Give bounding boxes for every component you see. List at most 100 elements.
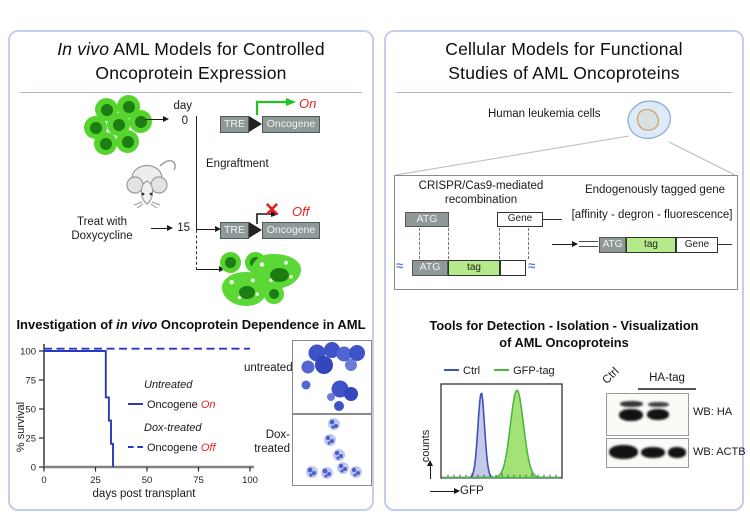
leukemia-cell-icon <box>627 100 672 140</box>
left-panel-title-line2: Oncoprotein Expression <box>95 63 287 83</box>
svg-text:75: 75 <box>25 375 36 386</box>
homology-box-donor <box>500 260 526 276</box>
svg-text:0: 0 <box>31 462 36 473</box>
survival-chart-svg: 0 25 50 75 100 0 25 50 75 100 <box>20 344 258 486</box>
crispr-heading-line1: CRISPR/Cas9-mediated <box>418 180 544 192</box>
flow-histogram-svg <box>440 383 563 479</box>
oncogene-off-state: Off <box>292 204 310 219</box>
gene-line <box>718 244 732 246</box>
oncogene-on-state: On <box>299 96 317 111</box>
legend-group2-name: Dox-treated <box>144 422 202 434</box>
micrograph-bottom-label-line2: treated <box>254 443 290 455</box>
atg-box-result: ATG <box>599 237 626 253</box>
svg-text:25: 25 <box>25 433 36 444</box>
svg-text:50: 50 <box>25 404 36 415</box>
treat-label-line2: Doxycycline <box>71 230 133 242</box>
treat-label: Treat with Doxycycline <box>56 215 148 243</box>
engraftment-label: Engraftment <box>206 158 269 170</box>
svg-text:0: 0 <box>41 475 46 486</box>
human-leukemia-cells-label: Human leukemia cells <box>488 108 601 120</box>
tools-title-line2: of AML Oncoproteins <box>499 335 629 350</box>
timeline-to-construct-arrow <box>197 224 221 233</box>
svg-text:100: 100 <box>242 475 258 486</box>
tools-title-line1: Tools for Detection - Isolation - Visual… <box>429 318 699 333</box>
ha-tag-underline <box>638 388 696 390</box>
atg-box-donor: ATG <box>412 260 448 276</box>
left-panel-title-line1: In vivo AML Models for Controlled <box>10 39 372 60</box>
timeline-line <box>196 116 197 230</box>
legend-group2-state: Off <box>200 442 216 454</box>
micrograph-bottom-label-line1: Dox- <box>265 429 290 441</box>
tre-box-on: TRE <box>220 116 249 133</box>
micrograph-untreated-image <box>292 340 372 414</box>
tag-box-donor: tag <box>448 260 500 276</box>
svg-text:100: 100 <box>20 346 36 357</box>
legend-group1-name: Untreated <box>144 379 193 391</box>
section-title-post: Oncoprotein Dependence in AML <box>157 317 366 332</box>
legend-group1-row: Oncogene On <box>128 399 216 411</box>
survival-section-title: Investigation of in vivo Oncoprotein Dep… <box>10 317 372 332</box>
promoter-triangle-icon <box>249 116 262 132</box>
legend-group1-pre: Oncogene <box>147 399 201 411</box>
oncogene-box-off: Oncogene <box>262 222 320 239</box>
wb-ha-label: WB: HA <box>693 406 733 418</box>
svg-text:50: 50 <box>142 475 153 486</box>
recombination-dashed-line <box>528 228 529 259</box>
micrograph-top-label: untreated <box>244 362 293 374</box>
gfp-line-swatch-icon <box>494 369 510 371</box>
recombination-result-arrow <box>552 239 578 248</box>
flow-legend-gfp-tag: GFP-tag <box>513 365 555 377</box>
blot-lane-ha-tag-label: HA-tag <box>649 372 685 384</box>
blot-lane-ctrl-label: Ctrl <box>600 365 622 387</box>
gene-box-result: Gene <box>676 237 718 253</box>
wb-actb-label: WB: ACTB <box>693 446 746 458</box>
zoom-callout-lines <box>395 135 736 176</box>
left-title-divider <box>20 92 362 93</box>
right-panel-title-line1: Cellular Models for Functional <box>445 39 683 59</box>
on-arrow-icon <box>255 98 296 115</box>
atg-box-genomic: ATG <box>405 212 449 227</box>
right-panel: Cellular Models for Functional Studies o… <box>384 30 746 511</box>
legend-group2-pre: Oncogene <box>147 442 201 454</box>
dna-squiggle-icon: ≈ <box>528 258 536 273</box>
svg-text:25: 25 <box>90 475 101 486</box>
gfp-axis-arrow <box>430 486 460 495</box>
counts-axis-arrow <box>425 460 434 479</box>
day-label: day <box>173 100 192 112</box>
flow-legend: Ctrl GFP-tag <box>444 365 555 377</box>
promoter-triangle-icon <box>249 222 262 238</box>
right-title-divider <box>396 92 732 93</box>
recombination-dashed-line <box>448 228 449 259</box>
tag-box-result: tag <box>626 237 676 253</box>
left-panel: In vivo AML Models for Controlled Oncopr… <box>8 30 374 511</box>
recombination-dashed-line <box>499 228 500 259</box>
red-cross-icon: ✕ <box>264 200 280 221</box>
treat-label-line1: Treat with <box>76 216 128 228</box>
svg-text:75: 75 <box>193 475 204 486</box>
dashed-line-swatch-icon <box>128 446 143 448</box>
wb-ha-blot-image <box>606 393 689 436</box>
result-heading: Endogenously tagged gene <box>584 184 726 196</box>
title-rest-part: AML Models for Controlled <box>109 39 325 59</box>
solid-line-swatch-icon <box>128 403 143 405</box>
legend-group1-state: On <box>200 399 216 411</box>
survival-x-axis-label: days post transplant <box>92 488 196 500</box>
mouse-icon <box>126 159 176 209</box>
result-subheading: [affinity - degron - fluorescence] <box>571 209 733 221</box>
tre-box-off: TRE <box>220 222 249 239</box>
dna-squiggle-icon: ≈ <box>396 258 404 273</box>
section-title-pre: Investigation of <box>16 317 117 332</box>
gene-line <box>543 219 562 221</box>
ctrl-line-swatch-icon <box>444 369 459 371</box>
recombination-dashed-line <box>419 228 420 259</box>
title-italic-part: In vivo <box>57 39 110 59</box>
micrograph-bottom-label: Dox- treated <box>244 428 290 456</box>
treat-arrow <box>151 223 173 232</box>
crispr-heading-line2: recombination <box>444 193 518 206</box>
gene-box-genomic: Gene <box>497 212 543 227</box>
cells-to-timeline-arrow <box>145 114 169 123</box>
legend-group2-row: Oncogene Off <box>128 442 216 454</box>
flow-x-axis-label: GFP <box>460 485 484 497</box>
day-15-label: 15 <box>177 222 190 234</box>
